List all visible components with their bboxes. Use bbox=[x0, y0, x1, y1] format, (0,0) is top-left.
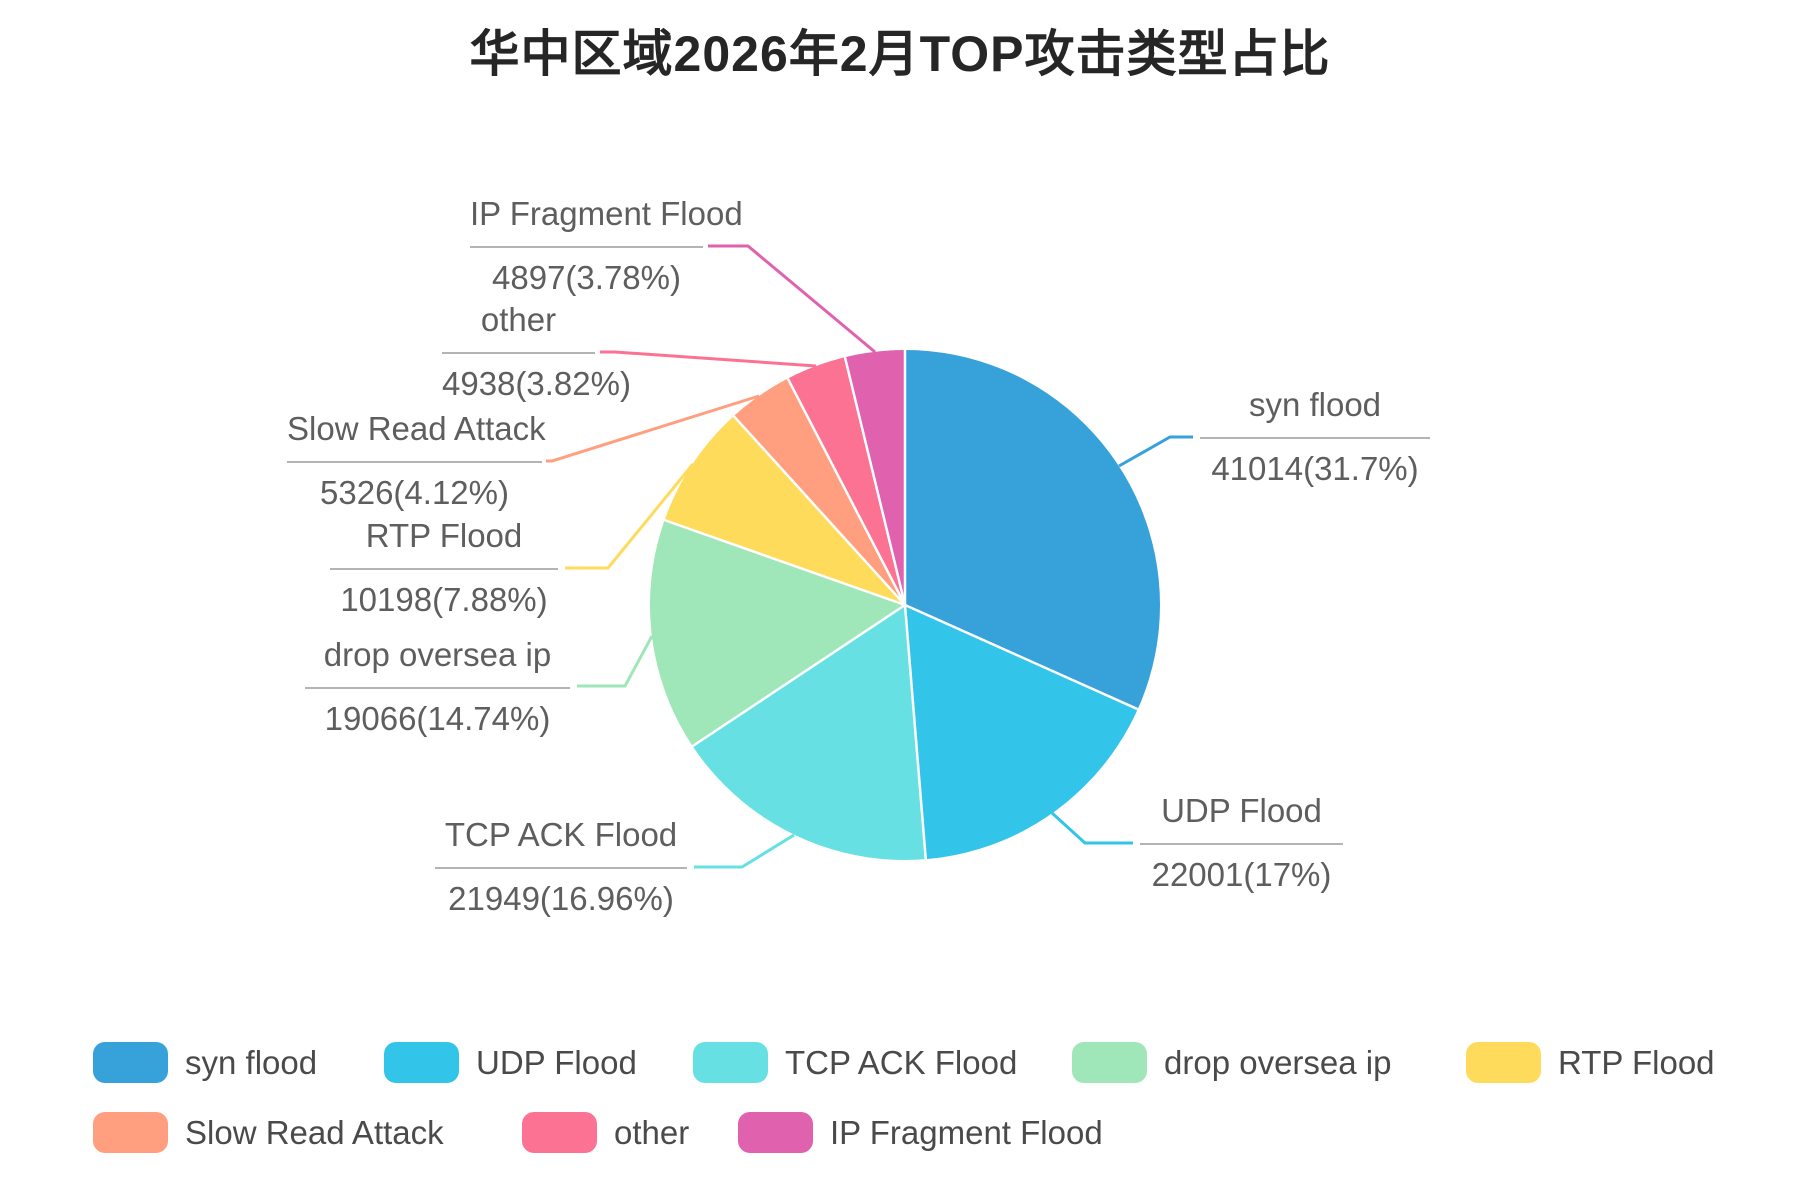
legend-label: other bbox=[614, 1113, 690, 1151]
pie-label-value: 41014(31.7%) bbox=[1211, 450, 1419, 487]
pie-label-value: 10198(7.88%) bbox=[340, 581, 548, 618]
pie-label-syn-flood: syn flood 41014(31.7%) bbox=[1200, 381, 1430, 499]
pie-label-rtp-flood: RTP Flood 10198(7.88%) bbox=[330, 512, 558, 630]
pie-label-name: UDP Flood bbox=[1161, 792, 1322, 829]
legend-item-udp-flood[interactable]: UDP Flood bbox=[384, 1042, 637, 1083]
legend-label: drop oversea ip bbox=[1164, 1043, 1392, 1081]
pie-label-value: 19066(14.74%) bbox=[324, 700, 551, 737]
legend-item-slow-read-attack[interactable]: Slow Read Attack bbox=[93, 1112, 444, 1153]
leader-line-other bbox=[600, 350, 817, 368]
legend-swatch bbox=[1072, 1042, 1147, 1083]
leader-line-ip-fragment-flood bbox=[708, 244, 876, 354]
legend-item-drop-oversea-ip[interactable]: drop oversea ip bbox=[1072, 1042, 1391, 1083]
legend-item-tcp-ack-flood[interactable]: TCP ACK Flood bbox=[693, 1042, 1017, 1083]
legend-label: TCP ACK Flood bbox=[785, 1043, 1018, 1081]
pie-label-name: Slow Read Attack bbox=[287, 410, 546, 447]
pie-label-value: 4897(3.78%) bbox=[492, 259, 681, 296]
pie-label-other: other 4938(3.82%) bbox=[442, 296, 631, 414]
legend-item-ip-fragment-flood[interactable]: IP Fragment Flood bbox=[738, 1112, 1103, 1153]
pie-label-value: 5326(4.12%) bbox=[320, 474, 509, 511]
pie-label-ip-fragment-flood: IP Fragment Flood 4897(3.78%) bbox=[470, 190, 743, 308]
leader-line-drop-oversea-ip bbox=[577, 635, 654, 688]
pie-chart[interactable] bbox=[650, 350, 1160, 860]
pie-label-name: drop oversea ip bbox=[323, 636, 552, 673]
legend-swatch bbox=[522, 1112, 597, 1153]
pie-label-name: RTP Flood bbox=[365, 517, 523, 554]
leader-line-syn-flood bbox=[1118, 435, 1193, 468]
legend-item-other[interactable]: other bbox=[522, 1112, 689, 1153]
legend-label: RTP Flood bbox=[1558, 1043, 1715, 1081]
pie-label-divider bbox=[287, 461, 542, 463]
chart-title: 华中区域2026年2月TOP攻击类型占比 bbox=[469, 26, 1331, 82]
legend-item-rtp-flood[interactable]: RTP Flood bbox=[1466, 1042, 1715, 1083]
legend-swatch bbox=[693, 1042, 768, 1083]
pie-label-name: IP Fragment Flood bbox=[470, 195, 743, 232]
legend-label: Slow Read Attack bbox=[185, 1113, 444, 1151]
pie-label-name: other bbox=[480, 301, 557, 338]
pie-label-value: 4938(3.82%) bbox=[442, 365, 631, 402]
leader-line-udp-flood bbox=[1050, 811, 1133, 845]
pie-label-value: 21949(16.96%) bbox=[448, 880, 674, 917]
legend-item-syn-flood[interactable]: syn flood bbox=[93, 1042, 317, 1083]
pie-label-name: syn flood bbox=[1248, 386, 1382, 423]
legend-swatch bbox=[93, 1112, 168, 1153]
pie-label-divider bbox=[1200, 437, 1430, 439]
legend-swatch bbox=[1466, 1042, 1541, 1083]
legend-swatch bbox=[738, 1112, 813, 1153]
pie-label-divider bbox=[442, 352, 595, 354]
legend-label: IP Fragment Flood bbox=[830, 1113, 1103, 1151]
pie-label-divider bbox=[1140, 843, 1343, 845]
legend-swatch bbox=[384, 1042, 459, 1083]
pie-label-tcp-ack-flood: TCP ACK Flood 21949(16.96%) bbox=[435, 811, 687, 929]
pie-label-divider bbox=[330, 568, 558, 570]
pie-label-value: 22001(17%) bbox=[1151, 856, 1332, 893]
pie-label-drop-oversea-ip: drop oversea ip 19066(14.74%) bbox=[305, 631, 570, 749]
pie-label-divider bbox=[435, 867, 687, 869]
leader-line-tcp-ack-flood bbox=[694, 833, 795, 869]
pie-label-udp-flood: UDP Flood 22001(17%) bbox=[1140, 787, 1343, 905]
legend-label: syn flood bbox=[185, 1043, 318, 1081]
legend-label: UDP Flood bbox=[476, 1043, 637, 1081]
pie-label-slow-read-attack: Slow Read Attack 5326(4.12%) bbox=[287, 405, 546, 523]
pie-label-name: TCP ACK Flood bbox=[444, 816, 678, 853]
pie-label-divider bbox=[470, 246, 703, 248]
pie-label-divider bbox=[305, 687, 570, 689]
legend-swatch bbox=[93, 1042, 168, 1083]
